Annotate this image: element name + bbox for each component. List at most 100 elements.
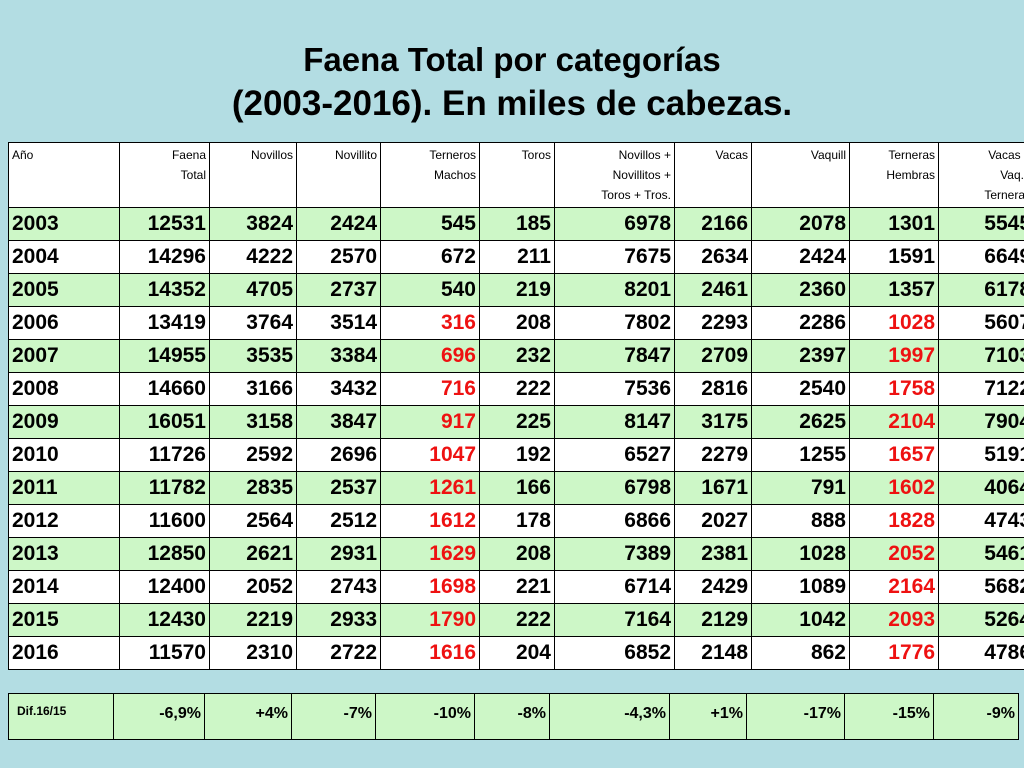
value-cell: 166 bbox=[479, 471, 555, 505]
value-cell: 6866 bbox=[554, 504, 675, 538]
title-line-1: Faena Total por categorías bbox=[303, 41, 721, 78]
value-cell: 4786 bbox=[938, 636, 1024, 670]
value-cell: 222 bbox=[479, 372, 555, 406]
value-cell: 7802 bbox=[554, 306, 675, 340]
difference-value: -10% bbox=[375, 693, 475, 740]
table-row: 2015 12430 2219 2933 1790 222 7164 2129 1042 2093… bbox=[8, 603, 1024, 637]
value-cell: 6649 bbox=[938, 240, 1024, 274]
difference-value: +1% bbox=[669, 693, 747, 740]
column-header-line: Año bbox=[12, 148, 34, 162]
column-header-line: Vaquill bbox=[810, 148, 846, 162]
value-cell: 540 bbox=[380, 273, 480, 307]
value-cell: 2219 bbox=[209, 603, 297, 637]
value-cell: 221 bbox=[479, 570, 555, 604]
year-cell: 2009 bbox=[8, 405, 120, 439]
value-cell: 7847 bbox=[554, 339, 675, 373]
value-cell: 2286 bbox=[751, 306, 850, 340]
value-cell: 7536 bbox=[554, 372, 675, 406]
value-cell: 232 bbox=[479, 339, 555, 373]
value-cell: 1776 bbox=[849, 636, 939, 670]
column-header: Novillos bbox=[209, 142, 297, 208]
value-cell: 2570 bbox=[296, 240, 381, 274]
column-header: Faena Total bbox=[119, 142, 210, 208]
column-header-line: Novillito bbox=[334, 148, 377, 162]
value-cell: 4743 bbox=[938, 504, 1024, 538]
value-cell: 2537 bbox=[296, 471, 381, 505]
value-cell: 545 bbox=[380, 207, 480, 241]
value-cell: 12430 bbox=[119, 603, 210, 637]
table-row: 2005 14352 4705 2737 540 219 8201 2461 2360 1357 6… bbox=[8, 273, 1024, 307]
value-cell: 2931 bbox=[296, 537, 381, 571]
value-cell: 917 bbox=[380, 405, 480, 439]
table-row: 2010 11726 2592 2696 1047 192 6527 2279 1255 1657… bbox=[8, 438, 1024, 472]
value-cell: 14660 bbox=[119, 372, 210, 406]
value-cell: 1028 bbox=[751, 537, 850, 571]
value-cell: 11600 bbox=[119, 504, 210, 538]
value-cell: 6798 bbox=[554, 471, 675, 505]
value-cell: 2279 bbox=[674, 438, 752, 472]
value-cell: 11782 bbox=[119, 471, 210, 505]
table-row: 2008 14660 3166 3432 716 222 7536 2816 2540 1758 7… bbox=[8, 372, 1024, 406]
value-cell: 11570 bbox=[119, 636, 210, 670]
value-cell: 1028 bbox=[849, 306, 939, 340]
value-cell: 12400 bbox=[119, 570, 210, 604]
value-cell: 2052 bbox=[849, 537, 939, 571]
value-cell: 2592 bbox=[209, 438, 297, 472]
column-header-line: Toros + Tros. bbox=[601, 188, 671, 202]
value-cell: 208 bbox=[479, 537, 555, 571]
value-cell: 13419 bbox=[119, 306, 210, 340]
value-cell: 2625 bbox=[751, 405, 850, 439]
value-cell: 3158 bbox=[209, 405, 297, 439]
table-row: 2003 12531 3824 2424 545 185 6978 2166 2078 1301 5… bbox=[8, 207, 1024, 241]
value-cell: 2424 bbox=[296, 207, 381, 241]
value-cell: 219 bbox=[479, 273, 555, 307]
value-cell: 1790 bbox=[380, 603, 480, 637]
value-cell: 4222 bbox=[209, 240, 297, 274]
value-cell: 2461 bbox=[674, 273, 752, 307]
column-header: Vacas bbox=[674, 142, 752, 208]
column-header-line: Machos bbox=[433, 168, 476, 182]
value-cell: 1612 bbox=[380, 504, 480, 538]
value-cell: 2429 bbox=[674, 570, 752, 604]
value-cell: 2381 bbox=[674, 537, 752, 571]
difference-value: -6,9% bbox=[113, 693, 205, 740]
value-cell: 222 bbox=[479, 603, 555, 637]
value-cell: 1828 bbox=[849, 504, 939, 538]
title-line-2: (2003-2016). En miles de cabezas. bbox=[231, 84, 793, 123]
value-cell: 5264 bbox=[938, 603, 1024, 637]
column-header-line: Toros bbox=[521, 148, 551, 162]
value-cell: 3384 bbox=[296, 339, 381, 373]
value-cell: 1357 bbox=[849, 273, 939, 307]
value-cell: 2816 bbox=[674, 372, 752, 406]
value-cell: 1591 bbox=[849, 240, 939, 274]
value-cell: 3166 bbox=[209, 372, 297, 406]
header-row: Año Faena Total Novillos Novillito Terneros Ma… bbox=[8, 142, 1024, 208]
value-cell: 1629 bbox=[380, 537, 480, 571]
value-cell: 3764 bbox=[209, 306, 297, 340]
value-cell: 2540 bbox=[751, 372, 850, 406]
value-cell: 3514 bbox=[296, 306, 381, 340]
column-header: Terneros Machos bbox=[380, 142, 480, 208]
value-cell: 1997 bbox=[849, 339, 939, 373]
value-cell: 14352 bbox=[119, 273, 210, 307]
value-cell: 6978 bbox=[554, 207, 675, 241]
column-header-line: Terneras bbox=[888, 148, 935, 162]
value-cell: 2360 bbox=[751, 273, 850, 307]
value-cell: 225 bbox=[479, 405, 555, 439]
value-cell: 4705 bbox=[209, 273, 297, 307]
value-cell: 14296 bbox=[119, 240, 210, 274]
value-cell: 7103 bbox=[938, 339, 1024, 373]
difference-value: +4% bbox=[204, 693, 292, 740]
difference-label: Dif.16/15 bbox=[8, 693, 114, 740]
difference-value: -17% bbox=[746, 693, 845, 740]
value-cell: 2166 bbox=[674, 207, 752, 241]
year-cell: 2011 bbox=[8, 471, 120, 505]
value-cell: 2722 bbox=[296, 636, 381, 670]
value-cell: 5191 bbox=[938, 438, 1024, 472]
value-cell: 1261 bbox=[380, 471, 480, 505]
value-cell: 2424 bbox=[751, 240, 850, 274]
value-cell: 3847 bbox=[296, 405, 381, 439]
column-header: Terneras Hembras bbox=[849, 142, 939, 208]
value-cell: 3824 bbox=[209, 207, 297, 241]
